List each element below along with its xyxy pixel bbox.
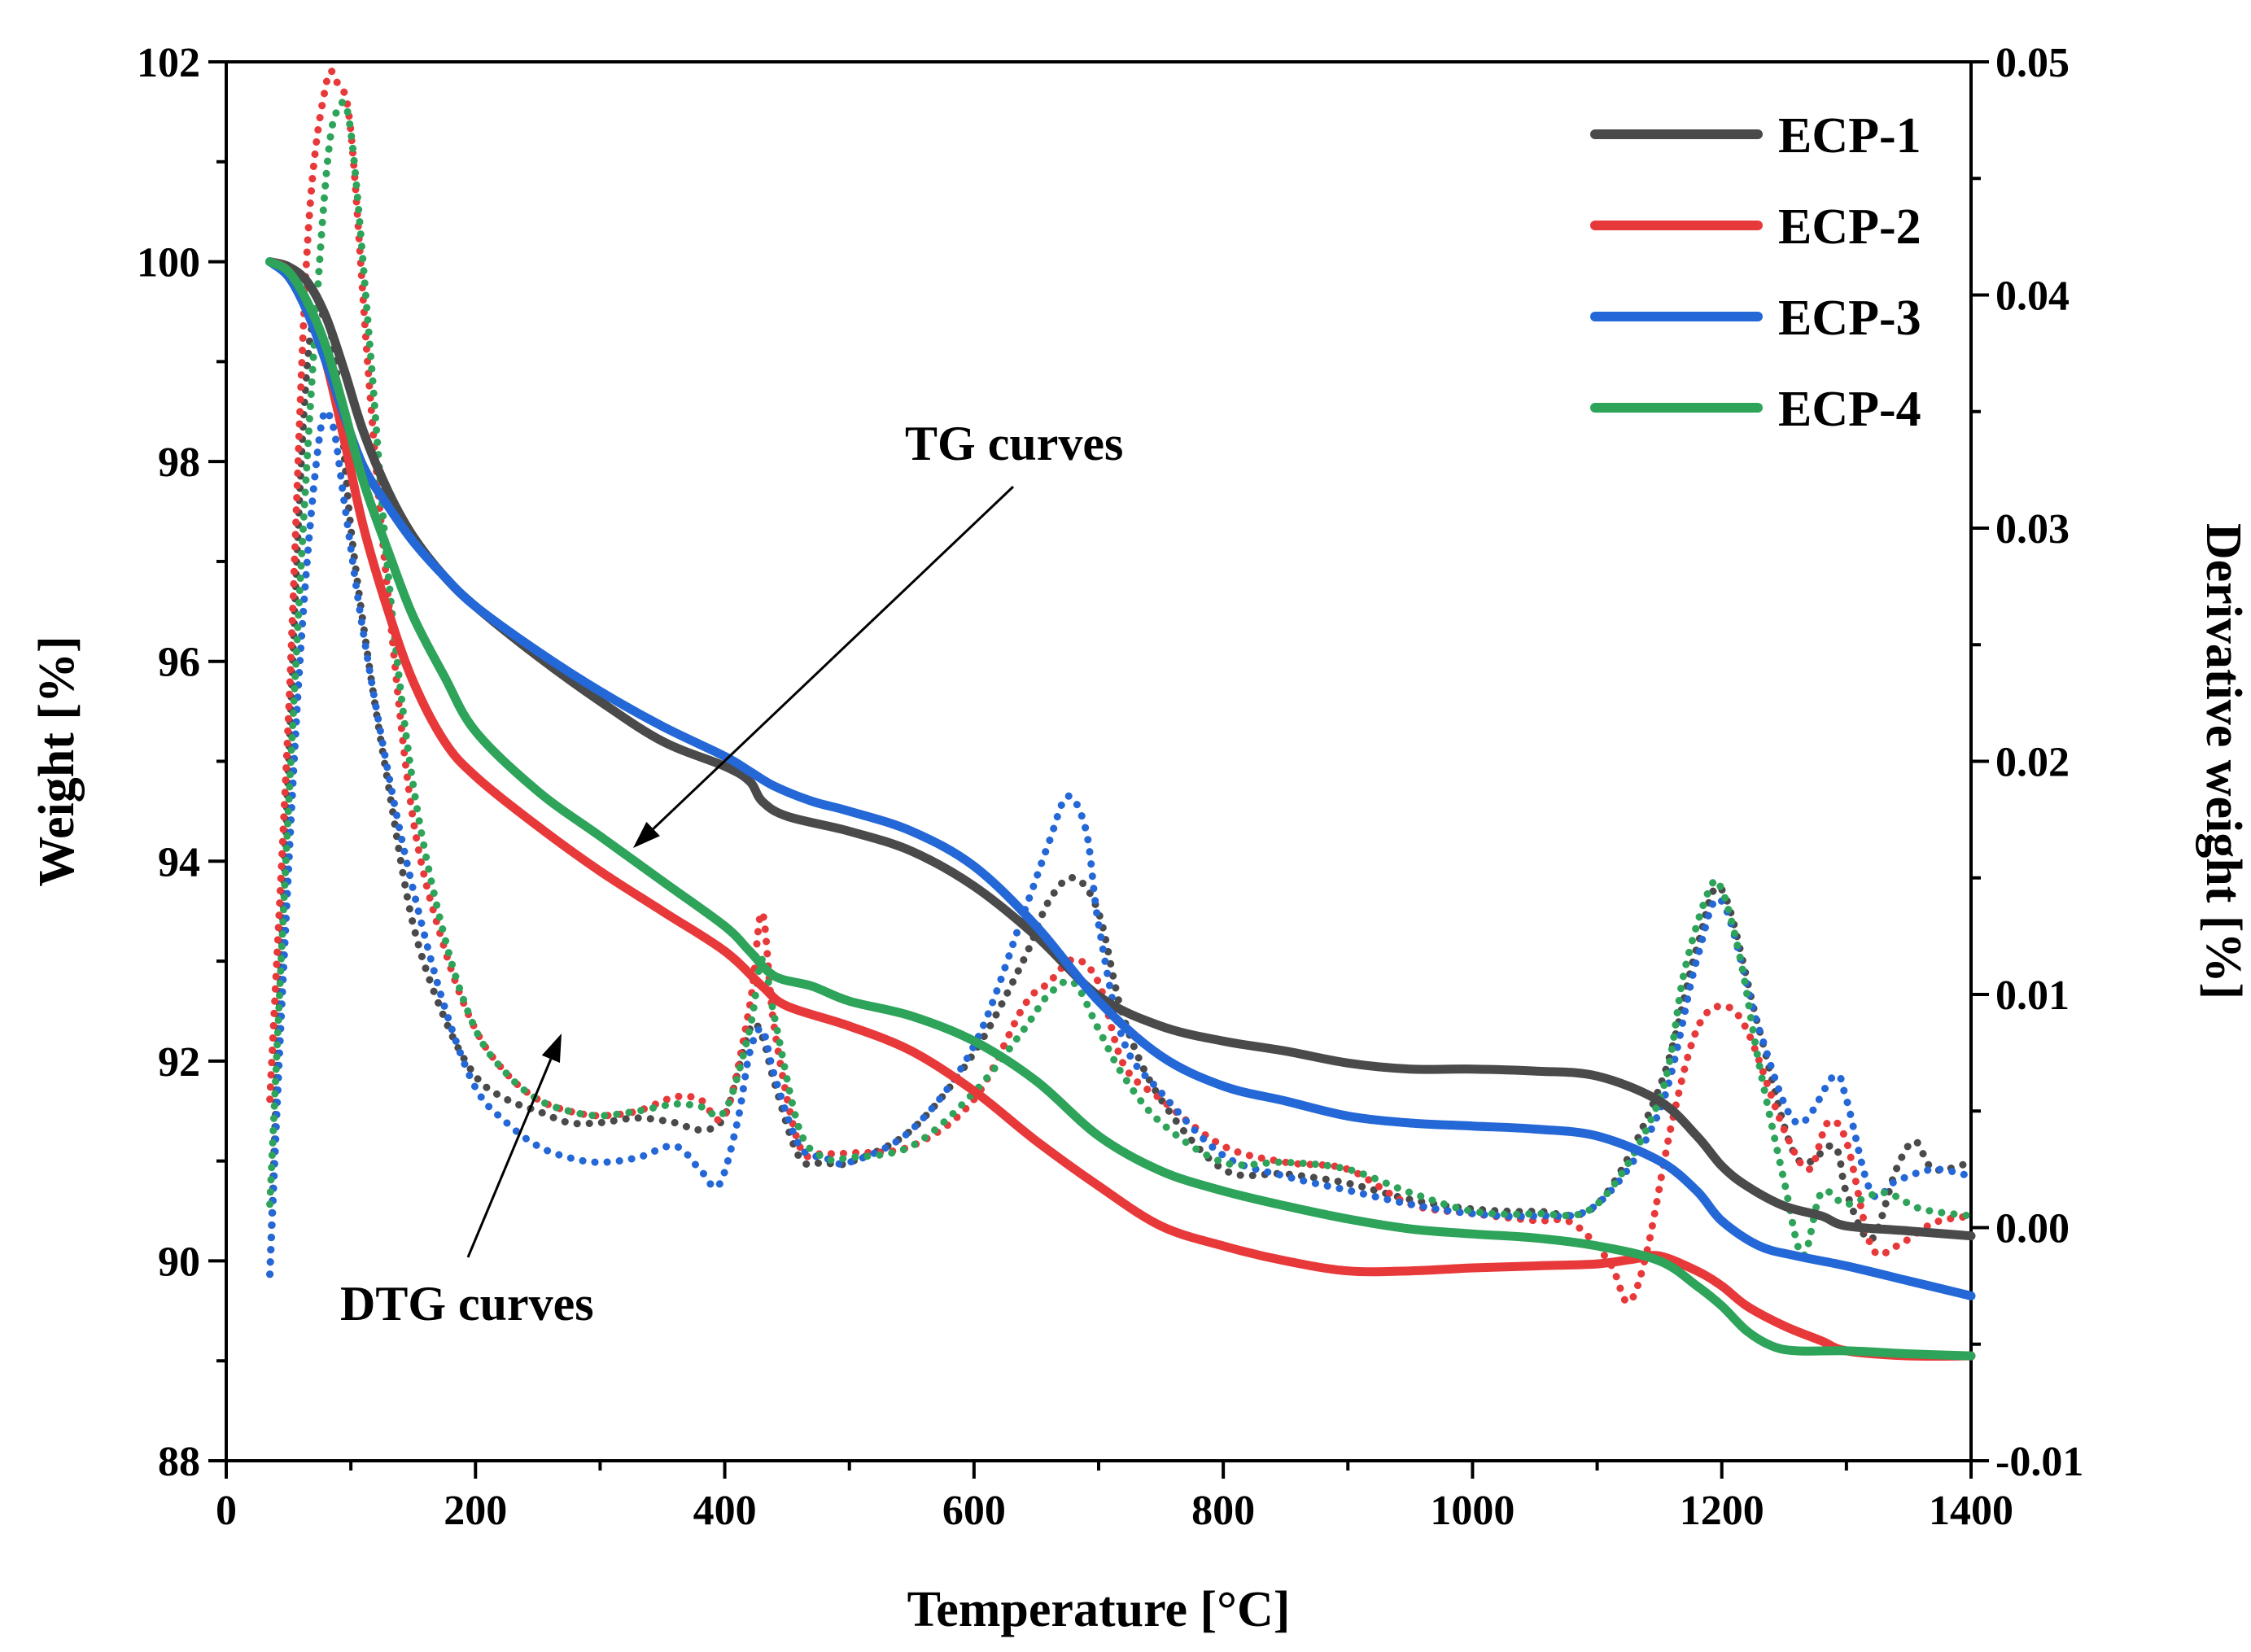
legend-label-ecp-2: ECP-2 (1778, 199, 1921, 255)
y-tick-label: 92 (158, 1039, 200, 1086)
y-axis-title: Weight [%] (29, 636, 85, 886)
legend-label-ecp-3: ECP-3 (1778, 291, 1921, 346)
dtg-annotation-label: DTG curves (340, 1277, 594, 1331)
y-tick-label: 96 (158, 640, 200, 686)
x-tick-label: 1400 (1929, 1488, 2013, 1534)
dtg-arrow-line (466, 1058, 553, 1258)
dtg-line-ecp-4 (266, 98, 1975, 1260)
legend: ECP-1 ECP-2 ECP-3 ECP-4 (1590, 108, 1921, 437)
y2-tick-label: 0.00 (1995, 1206, 2070, 1252)
legend-label-ecp-1: ECP-1 (1778, 108, 1921, 164)
y-tick-label: 98 (158, 439, 200, 486)
y2-tick-label: 0.01 (1995, 972, 2070, 1019)
tg-line-ecp-4 (265, 257, 1976, 1361)
y2-axis-title: Derivative weight [%] (2196, 523, 2251, 999)
annotation-dtg: DTG curves (340, 1034, 594, 1331)
dtg-line-ecp-3 (266, 407, 1975, 1278)
tg-line-ecp-1 (265, 257, 1976, 1241)
dtg-line-ecp-2 (266, 68, 1975, 1306)
annotation-tg: TG curves (633, 417, 1123, 848)
x-tick-label: 800 (1191, 1488, 1255, 1534)
y-tick-label: 102 (137, 40, 200, 86)
y-tick-label: 90 (158, 1239, 200, 1285)
x-axis-title: Temperature [°C] (907, 1582, 1291, 1637)
y-tick-label: 88 (158, 1439, 200, 1485)
y-tick-label: 100 (137, 240, 200, 286)
legend-label-ecp-4: ECP-4 (1778, 382, 1921, 437)
x-tick-label: 1000 (1430, 1488, 1515, 1534)
y-tick-label: 94 (158, 839, 200, 885)
tg-arrow-line (652, 485, 1015, 830)
dtg-arrow-head (541, 1034, 562, 1063)
y2-tick-label: 0.02 (1995, 740, 2070, 786)
x-tick-label: 400 (693, 1488, 757, 1534)
plot-frame (225, 60, 1973, 1462)
y2-tick-label: 0.05 (1995, 40, 2070, 86)
axes-group: 0 200 400 600 800 1000 1200 1400 88 90 92 94 96 98 100… (137, 40, 2083, 1534)
y2-tick-label: -0.01 (1995, 1439, 2083, 1485)
y2-tick-label: 0.04 (1995, 273, 2070, 320)
tg-line-ecp-3 (265, 257, 1976, 1300)
dtg-series-group (266, 68, 1975, 1306)
tg-line-ecp-2 (265, 257, 1976, 1361)
x-tick-label: 600 (942, 1488, 1006, 1534)
tg-series-group (265, 257, 1976, 1361)
x-tick-label: 0 (216, 1488, 237, 1534)
x-tick-label: 200 (444, 1488, 507, 1534)
tg-annotation-label: TG curves (905, 417, 1123, 470)
tg-arrow-head (633, 821, 660, 848)
x-tick-label: 1200 (1680, 1488, 1764, 1534)
y2-tick-label: 0.03 (1995, 506, 2070, 553)
